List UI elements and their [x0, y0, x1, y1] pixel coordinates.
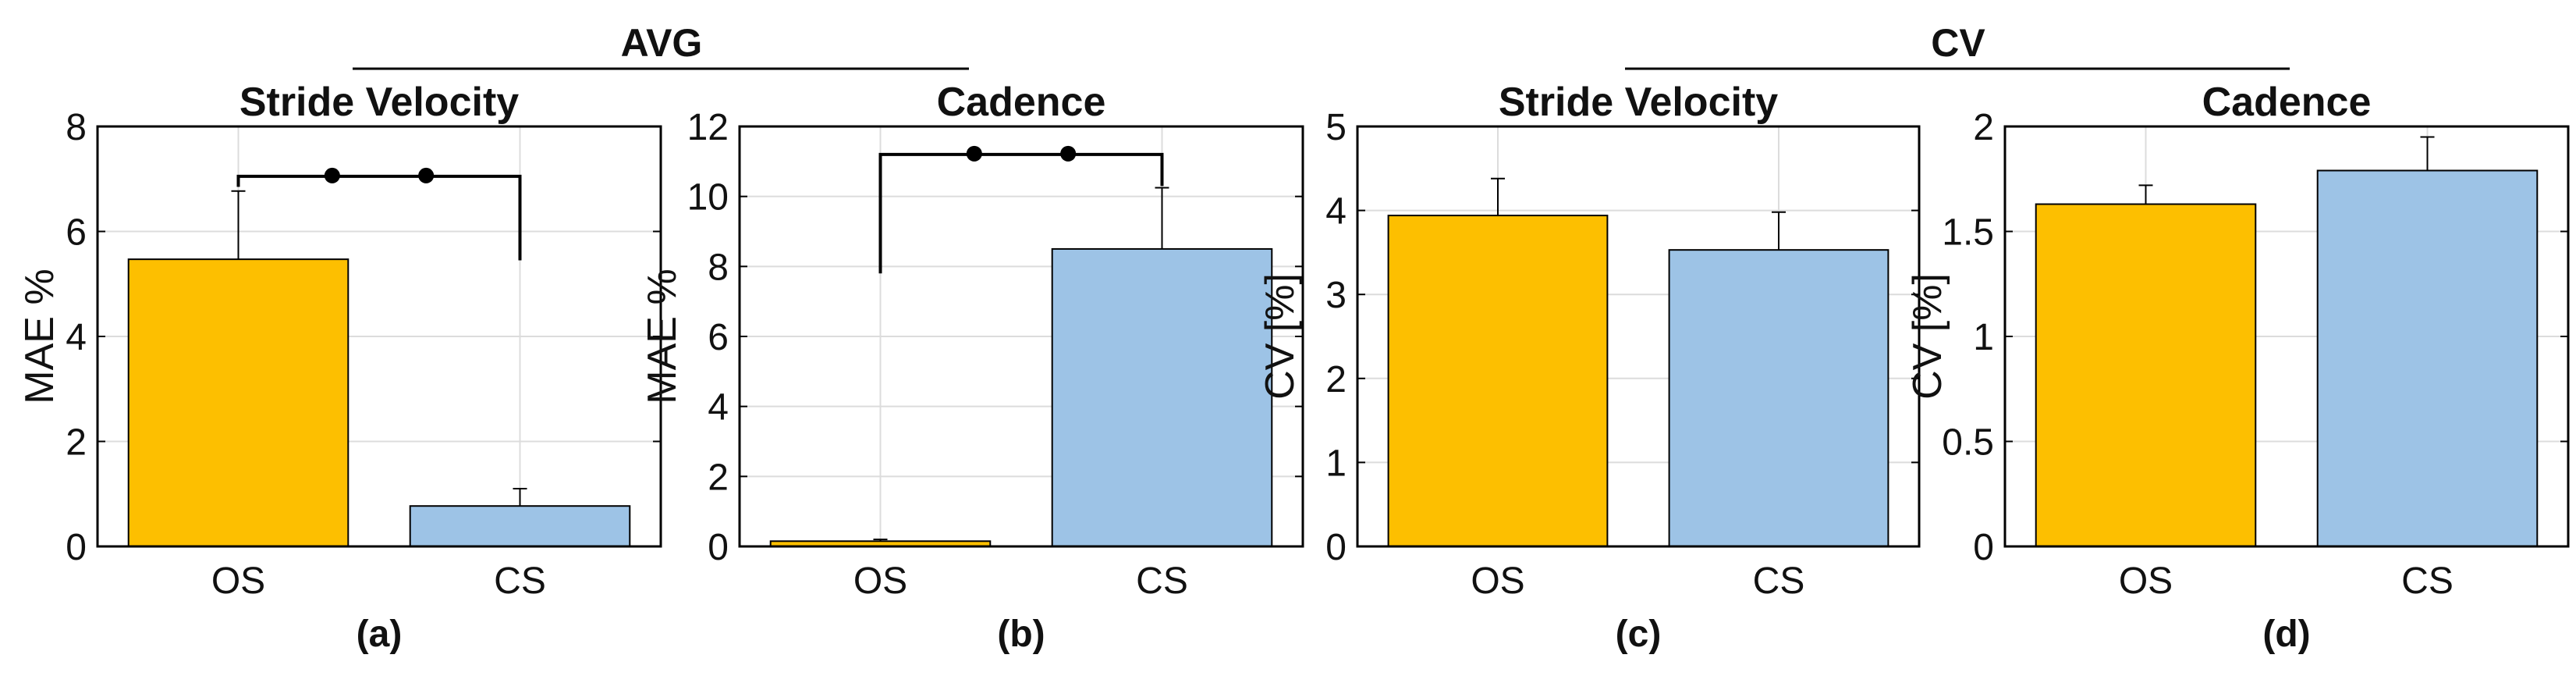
panel-3-xtick-label-cs: CS: [1753, 560, 1805, 602]
panel-1-xtick-label-cs: CS: [494, 560, 546, 602]
panel-2-xtick-label-os: OS: [853, 560, 907, 602]
panel-2-significance-marker-2: [1060, 145, 1077, 162]
panel-3-ytick-label-0: 0: [1325, 527, 1347, 568]
panel-1-ytick-label-4: 8: [66, 107, 87, 148]
panel-4-title: Cadence: [2202, 80, 2372, 125]
panel-2-ytick-label-4: 8: [708, 247, 729, 288]
panel-1-ytick-label-2: 4: [66, 317, 87, 358]
panel-1-significance-marker-1: [324, 167, 340, 183]
panel-2-significance-marker-1: [966, 145, 982, 162]
panel-3-bar-cs: [1668, 249, 1889, 547]
panel-3-title: Stride Velocity: [1499, 80, 1778, 125]
panel-1-sublabel: (a): [357, 614, 403, 655]
panel-2-sublabel: (b): [997, 614, 1045, 655]
panel-1-ylabel: MAE %: [17, 269, 62, 404]
panel-3-xtick-label-os: OS: [1471, 560, 1524, 602]
panel-2-ytick-label-6: 12: [687, 107, 729, 148]
group-title-avg: AVG: [621, 21, 703, 65]
panel-2-title: Cadence: [937, 80, 1106, 125]
panel-4-ylabel: CV [%]: [1905, 273, 1950, 400]
panel-4-bar-cs: [2316, 169, 2539, 548]
panel-3-ytick-label-5: 5: [1325, 107, 1347, 148]
panel-2-ytick-label-5: 10: [687, 177, 729, 219]
panel-4-ytick-label-4: 2: [1973, 107, 1994, 148]
panel-3-ytick-label-2: 2: [1325, 359, 1347, 400]
panel-2-ytick-label-2: 4: [708, 387, 729, 429]
panel-4-bar-os: [2035, 203, 2257, 547]
panel-4-sublabel: (d): [2262, 614, 2310, 655]
panel-1-title: Stride Velocity: [240, 80, 519, 125]
panel-3-ytick-label-4: 4: [1325, 191, 1347, 233]
panel-1-bar-cs: [409, 505, 631, 548]
panel-4-xtick-label-cs: CS: [2401, 560, 2454, 602]
panel-1-significance-marker-2: [418, 167, 435, 183]
panel-3-bar-os: [1387, 215, 1609, 547]
panel-2-xtick-label-cs: CS: [1136, 560, 1188, 602]
panel-3-sublabel: (c): [1616, 614, 1662, 655]
panel-4-ytick-label-3: 1.5: [1942, 212, 1994, 254]
panel-3-axes-box: [1356, 125, 1921, 548]
panel-2-ytick-label-3: 6: [708, 317, 729, 358]
panel-4-ytick-label-2: 1: [1973, 317, 1994, 358]
panel-1-xtick-label-os: OS: [211, 560, 265, 602]
panel-3-ytick-label-1: 1: [1325, 443, 1347, 484]
panel-2-ytick-label-1: 2: [708, 457, 729, 498]
panel-2-bar-cs: [1051, 247, 1273, 547]
group-title-cv: CV: [1931, 21, 1985, 65]
panel-1-significance-bracket: [236, 174, 522, 261]
panel-2-ytick-label-0: 0: [708, 527, 729, 568]
panel-4-ytick-label-0: 0: [1973, 527, 1994, 568]
panel-4-ytick-label-1: 0.5: [1942, 422, 1994, 464]
panel-1-ytick-label-0: 0: [66, 527, 87, 568]
panel-2-significance-bracket: [878, 152, 1164, 274]
panel-2-ylabel: MAE %: [640, 269, 685, 404]
panel-1-bar-os: [127, 258, 349, 547]
panel-3-ylabel: CV [%]: [1258, 273, 1303, 400]
panel-3-ytick-label-3: 3: [1325, 275, 1347, 316]
panel-1-ytick-label-3: 6: [66, 212, 87, 254]
panel-4-xtick-label-os: OS: [2119, 560, 2173, 602]
panel-1-ytick-label-1: 2: [66, 422, 87, 464]
